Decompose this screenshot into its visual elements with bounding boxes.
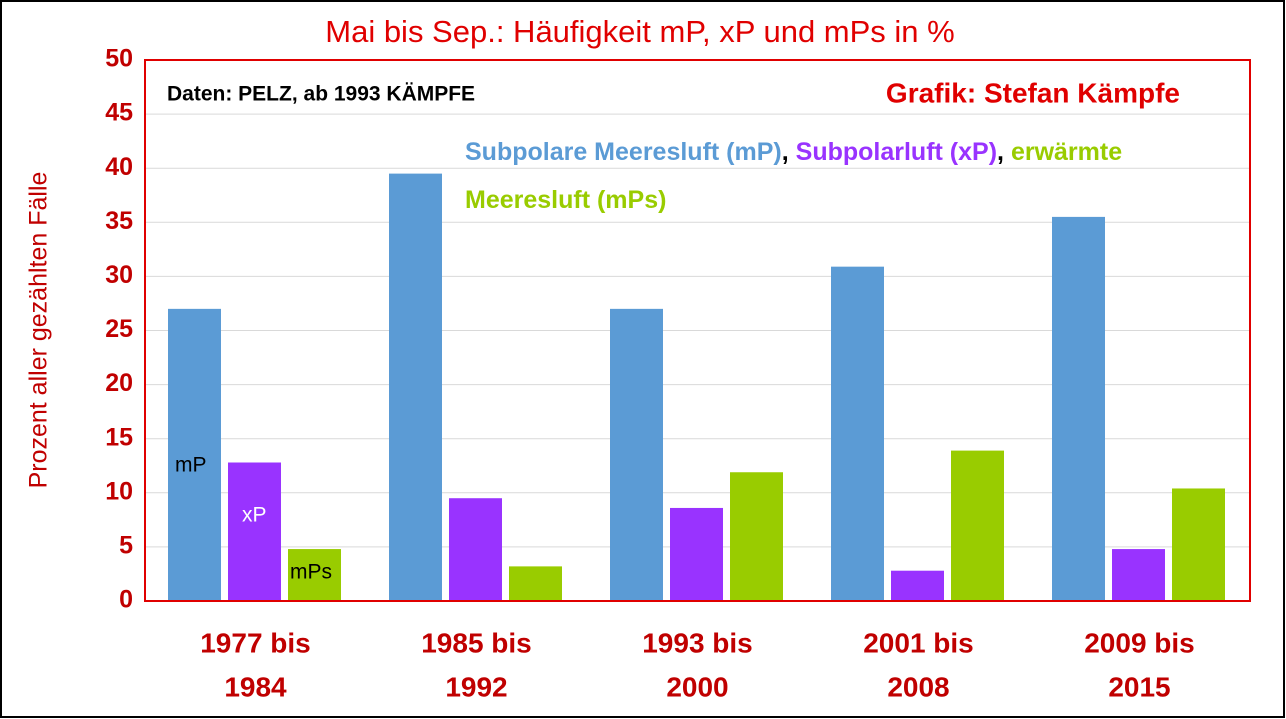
y-tick-label: 5 (119, 532, 133, 560)
x-tick-label: 1984 (224, 671, 287, 702)
y-tick-label: 30 (105, 261, 133, 289)
x-tick-label: 1993 bis (642, 627, 753, 658)
bar (389, 173, 442, 602)
bar (670, 507, 723, 601)
legend-separator: , (997, 138, 1004, 166)
y-tick-label: 40 (105, 153, 133, 181)
bar (168, 308, 221, 601)
x-tick-label: 1985 bis (421, 627, 532, 658)
legend-entry: Subpolarluft (xP) (795, 138, 998, 166)
y-tick-label: 15 (105, 423, 133, 451)
legend-entry: Subpolare Meeresluft (mP) (465, 138, 782, 166)
bar-label: mPs (290, 561, 332, 584)
bar (891, 570, 944, 601)
y-tick-label: 35 (105, 207, 133, 235)
bar (449, 498, 502, 601)
y-tick-label: 50 (105, 45, 133, 73)
x-tick-label: 1992 (445, 671, 507, 702)
y-tick-label: 0 (119, 586, 133, 614)
legend: Subpolare Meeresluft (mP), Subpolarluft … (465, 128, 1190, 224)
x-tick-label: 1977 bis (200, 627, 311, 658)
annotation: Daten: PELZ, ab 1993 KÄMPFE (167, 83, 475, 106)
y-tick-label: 10 (105, 477, 133, 505)
y-axis-label: Prozent aller gezählten Fälle (25, 172, 53, 489)
bar (1112, 549, 1165, 601)
chart-title: Mai bis Sep.: Häufigkeit mP, xP und mPs … (325, 14, 954, 49)
bar (1172, 488, 1225, 601)
bar (1052, 216, 1105, 601)
annotation: Grafik: Stefan Kämpfe (886, 77, 1180, 108)
legend-entry: erwärmte Meeresluft (mPs) (465, 138, 1123, 214)
x-tick-label: 2001 bis (863, 627, 974, 658)
bar (831, 266, 884, 601)
bar (509, 566, 562, 601)
bar-label: xP (242, 504, 267, 527)
x-tick-label: 2000 (666, 671, 728, 702)
x-tick-label: 2015 (1108, 671, 1170, 702)
bar-label: mP (175, 454, 207, 477)
bar (730, 472, 783, 601)
x-tick-label: 2008 (887, 671, 949, 702)
bar (228, 462, 281, 601)
bar (951, 450, 1004, 601)
y-tick-label: 45 (105, 99, 133, 127)
x-tick-label: 2009 bis (1084, 627, 1195, 658)
y-tick-label: 25 (105, 315, 133, 343)
legend-separator: , (781, 138, 789, 166)
y-tick-label: 20 (105, 369, 133, 397)
bar (610, 308, 663, 601)
bar (288, 549, 341, 601)
